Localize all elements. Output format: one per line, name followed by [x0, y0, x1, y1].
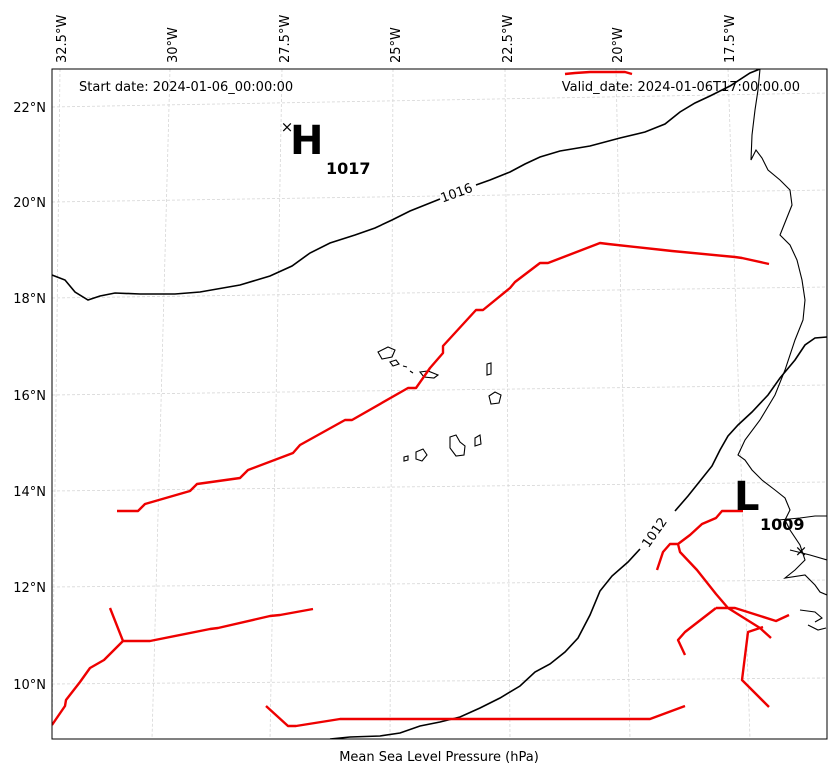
gridline-lat-16	[52, 385, 827, 395]
isobar-label-1012: 1012	[639, 515, 670, 551]
lon-tick-30: 30°W	[166, 27, 181, 63]
front-north-top	[565, 72, 632, 74]
start-date-label: Start date: 2024-01-06_00:00:00	[79, 80, 293, 95]
low-pressure-label: L	[734, 474, 760, 520]
lat-tick-20: 20°N	[13, 196, 46, 211]
lat-tick-22: 22°N	[13, 101, 46, 116]
gridline-lat-18	[52, 287, 827, 298]
front-east	[657, 511, 789, 707]
lat-tick-10: 10°N	[13, 678, 46, 693]
island-sal	[487, 363, 491, 375]
gridline-lat-10	[52, 678, 827, 684]
lon-tick-labels: 32.5°W 30°W 27.5°W 25°W 22.5°W 20°W 17.5…	[55, 15, 738, 63]
isobar-label-1016: 1016	[439, 181, 475, 206]
lon-tick-17-5: 17.5°W	[723, 15, 738, 63]
lon-tick-25: 25°W	[389, 27, 404, 63]
gridline-lon-22-5	[505, 69, 510, 739]
lon-tick-27-5: 27.5°W	[278, 15, 293, 63]
island-maio	[475, 435, 481, 446]
lon-tick-22-5: 22.5°W	[501, 15, 516, 63]
island-santo-antao	[378, 347, 395, 359]
lat-tick-12: 12°N	[13, 581, 46, 596]
gridline-lat-14	[52, 482, 827, 491]
gridline-lon-32-5	[52, 69, 60, 739]
low-pressure-value: 1009	[760, 515, 805, 534]
high-pressure-value: 1017	[326, 159, 371, 178]
island-boa-vista	[489, 392, 501, 404]
lon-tick-20: 20°W	[611, 27, 626, 63]
isobar-1016	[52, 69, 760, 300]
high-pressure-label: H	[290, 118, 323, 164]
fronts	[52, 72, 789, 726]
lat-tick-18: 18°N	[13, 292, 46, 307]
gridline-lon-20	[616, 69, 630, 739]
valid-date-label: Valid_date: 2024-01-06T17:00:00.00	[562, 80, 800, 95]
lon-tick-32-5: 32.5°W	[55, 15, 70, 63]
island-santiago	[450, 435, 465, 456]
lat-tick-16: 16°N	[13, 389, 46, 404]
gridline-lon-27-5	[270, 69, 282, 739]
low-center-marker: ×	[795, 542, 808, 560]
x-axis-label: Mean Sea Level Pressure (hPa)	[339, 750, 539, 765]
island-santa-luzia	[403, 366, 413, 373]
island-fogo	[416, 449, 427, 461]
lat-tick-14: 14°N	[13, 485, 46, 500]
cape-verde-islands	[378, 347, 501, 461]
gridline-lon-25	[390, 69, 393, 739]
front-main	[117, 243, 769, 511]
coastline-guinea-bissau	[790, 550, 827, 630]
front-southwest	[52, 608, 313, 725]
front-south	[266, 706, 685, 726]
island-brava	[404, 456, 408, 461]
lat-tick-labels: 22°N 20°N 18°N 16°N 14°N 12°N 10°N	[13, 101, 46, 693]
